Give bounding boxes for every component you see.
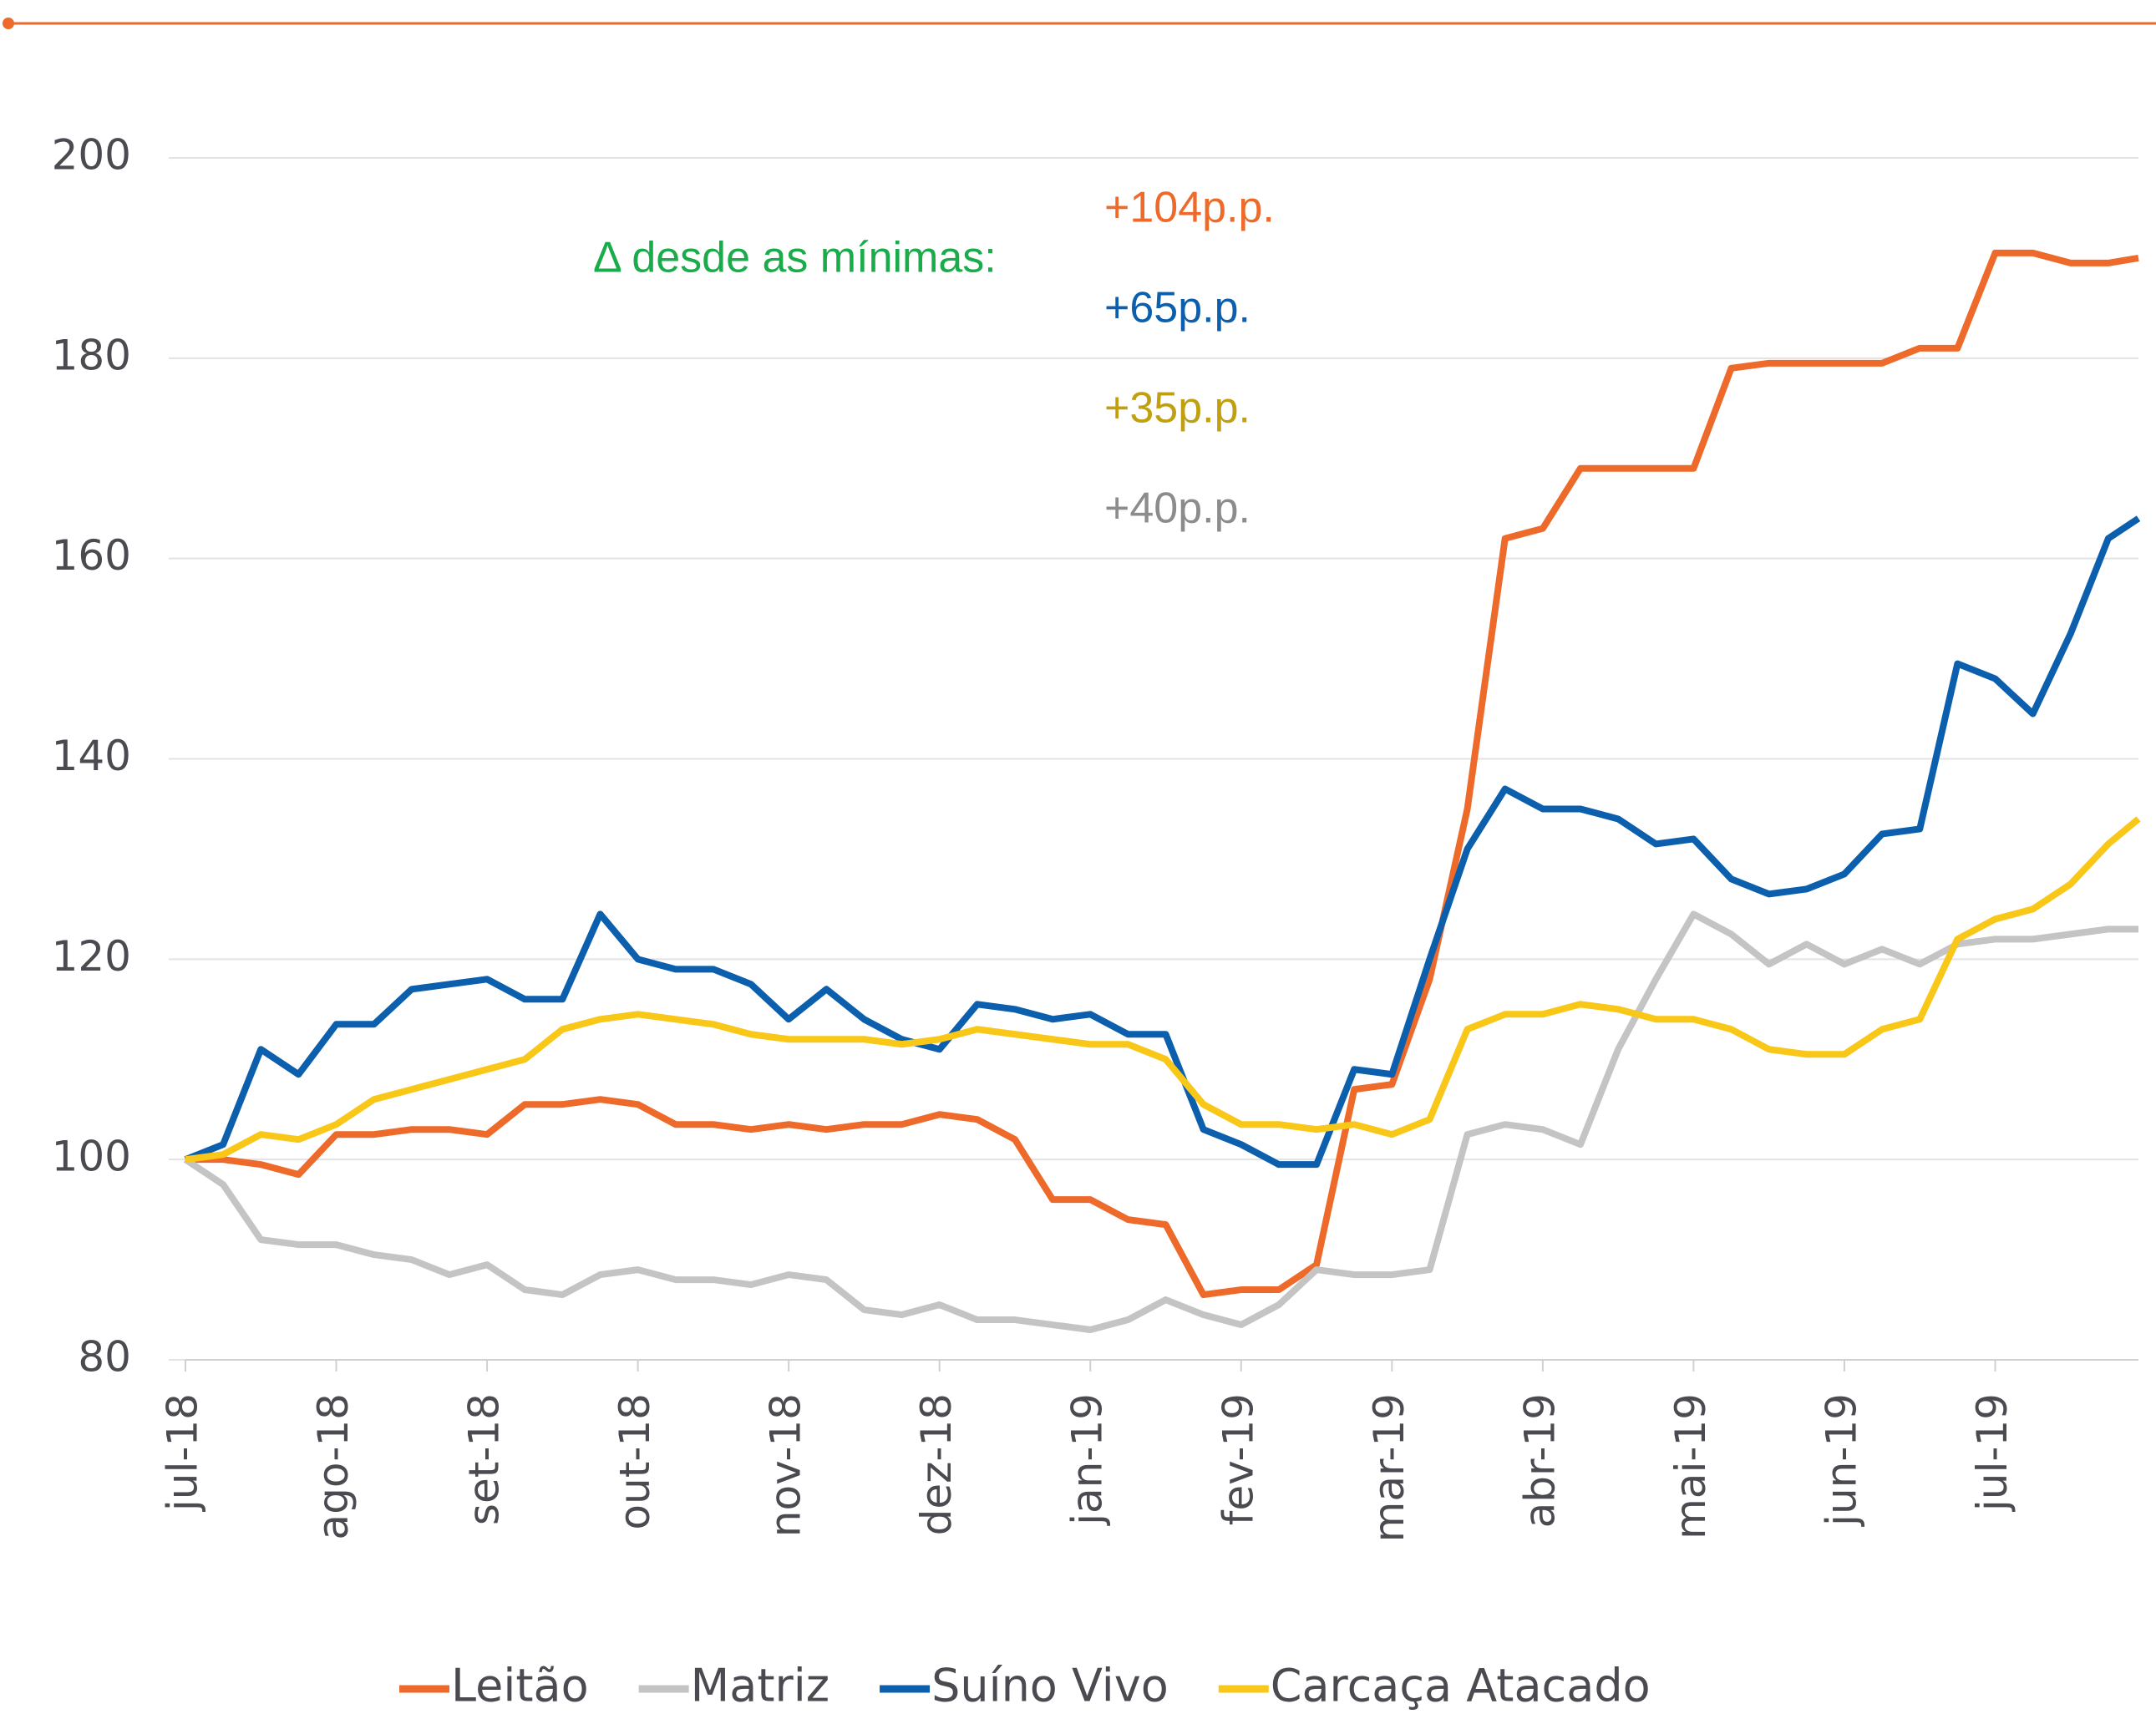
y-tick-label: 80	[78, 1333, 131, 1382]
x-tick-label: jun-19	[1817, 1393, 1865, 1527]
legend-label: Suíno Vivo	[931, 1660, 1169, 1712]
annotation: +104p.p.	[1104, 184, 1275, 232]
annotation: +40p.p.	[1104, 484, 1250, 533]
x-tick-label: fev-19	[1214, 1393, 1262, 1525]
y-tick-label: 100	[52, 1133, 131, 1181]
x-tick-label: nov-18	[762, 1393, 810, 1537]
x-tick-label: set-18	[460, 1393, 509, 1525]
y-tick-label: 160	[52, 531, 131, 580]
x-tick-label: out-18	[611, 1393, 659, 1530]
x-tick-label: abr-19	[1515, 1393, 1564, 1528]
annotation: Δ desde as mínimas:	[593, 234, 997, 282]
legend-label: Carcaça Atacado	[1271, 1660, 1651, 1712]
x-tick-label: ago-18	[309, 1393, 358, 1540]
legend-label: Leitão	[451, 1660, 589, 1712]
x-tick-label: jan-19	[1063, 1393, 1112, 1526]
line-series	[185, 816, 2141, 1164]
top-rule-dot	[3, 18, 14, 29]
x-tick-label: jul-19	[1968, 1393, 2016, 1512]
x-tick-label: mai-19	[1666, 1393, 1715, 1539]
annotation: +65p.p.	[1104, 284, 1250, 332]
line-series	[184, 515, 2141, 1169]
line-series	[183, 910, 2138, 1334]
line-series	[185, 249, 2139, 1299]
y-tick-label: 120	[52, 932, 131, 981]
y-tick-label: 200	[52, 131, 131, 180]
x-tick-label: dez-18	[912, 1393, 961, 1535]
y-tick-label: 180	[52, 331, 131, 379]
x-tick-label: jul-18	[159, 1393, 207, 1512]
x-tick-label: mar-19	[1365, 1393, 1413, 1542]
annotation: +35p.p.	[1104, 384, 1250, 433]
legend-label: Matriz	[691, 1660, 829, 1712]
y-tick-label: 140	[52, 732, 131, 780]
